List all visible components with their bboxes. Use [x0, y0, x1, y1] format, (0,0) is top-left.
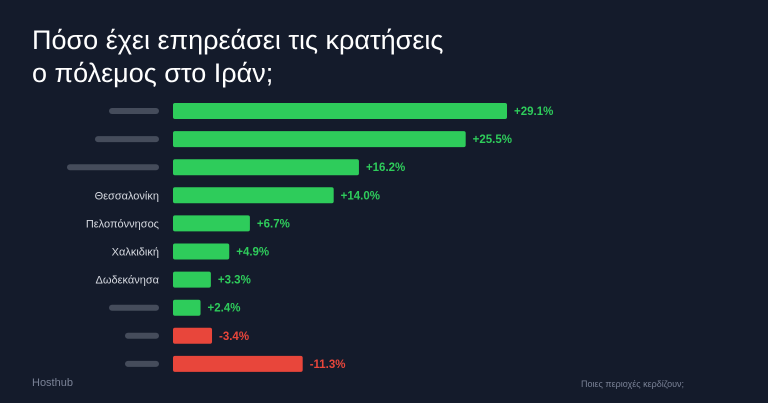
category-label-6: Χαλκιδική: [112, 247, 159, 259]
blurred-label-10: [125, 360, 159, 367]
value-label-9: -3.4%: [219, 331, 249, 343]
bar-2: [173, 131, 466, 148]
bar-4: [173, 187, 334, 204]
value-label-8: +2.4%: [208, 303, 241, 315]
brand-label: Hosthub: [32, 377, 73, 389]
bar-3: [173, 159, 359, 176]
title-line-2: ο πόλεμος στο Ιράν;: [32, 58, 274, 88]
value-label-10: -11.3%: [310, 359, 346, 371]
value-label-2: +25.5%: [473, 134, 512, 146]
value-label-5: +6.7%: [257, 218, 290, 230]
category-label-5: Πελοπόννησος: [86, 218, 159, 230]
blurred-label-2: [95, 136, 159, 143]
value-label-3: +16.2%: [366, 162, 405, 174]
value-label-1: +29.1%: [514, 106, 553, 118]
blurred-label-9: [125, 332, 159, 339]
tagline-label: Ποιες περιοχές κερδίζουν;: [581, 379, 684, 389]
blurred-label-1: [109, 108, 159, 114]
bar-6: [173, 243, 230, 260]
value-label-6: +4.9%: [236, 247, 269, 259]
bar-10: [173, 355, 303, 372]
value-label-7: +3.3%: [218, 275, 251, 287]
blurred-label-3: [67, 164, 159, 171]
title-line-1: Πόσο έχει επηρεάσει τις κρατήσεις: [32, 25, 444, 55]
bar-1: [173, 103, 507, 119]
bar-9: [173, 327, 213, 344]
bar-8: [173, 299, 201, 316]
category-label-7: Δωδεκάνησα: [96, 275, 160, 287]
value-label-4: +14.0%: [341, 190, 380, 202]
bar-5: [173, 215, 250, 232]
bar-7: [173, 271, 211, 288]
page-title: Πόσο έχει επηρεάσει τις κρατήσεις ο πόλε…: [32, 24, 632, 90]
category-label-4: Θεσσαλονίκη: [95, 190, 159, 202]
blurred-label-8: [109, 304, 159, 311]
